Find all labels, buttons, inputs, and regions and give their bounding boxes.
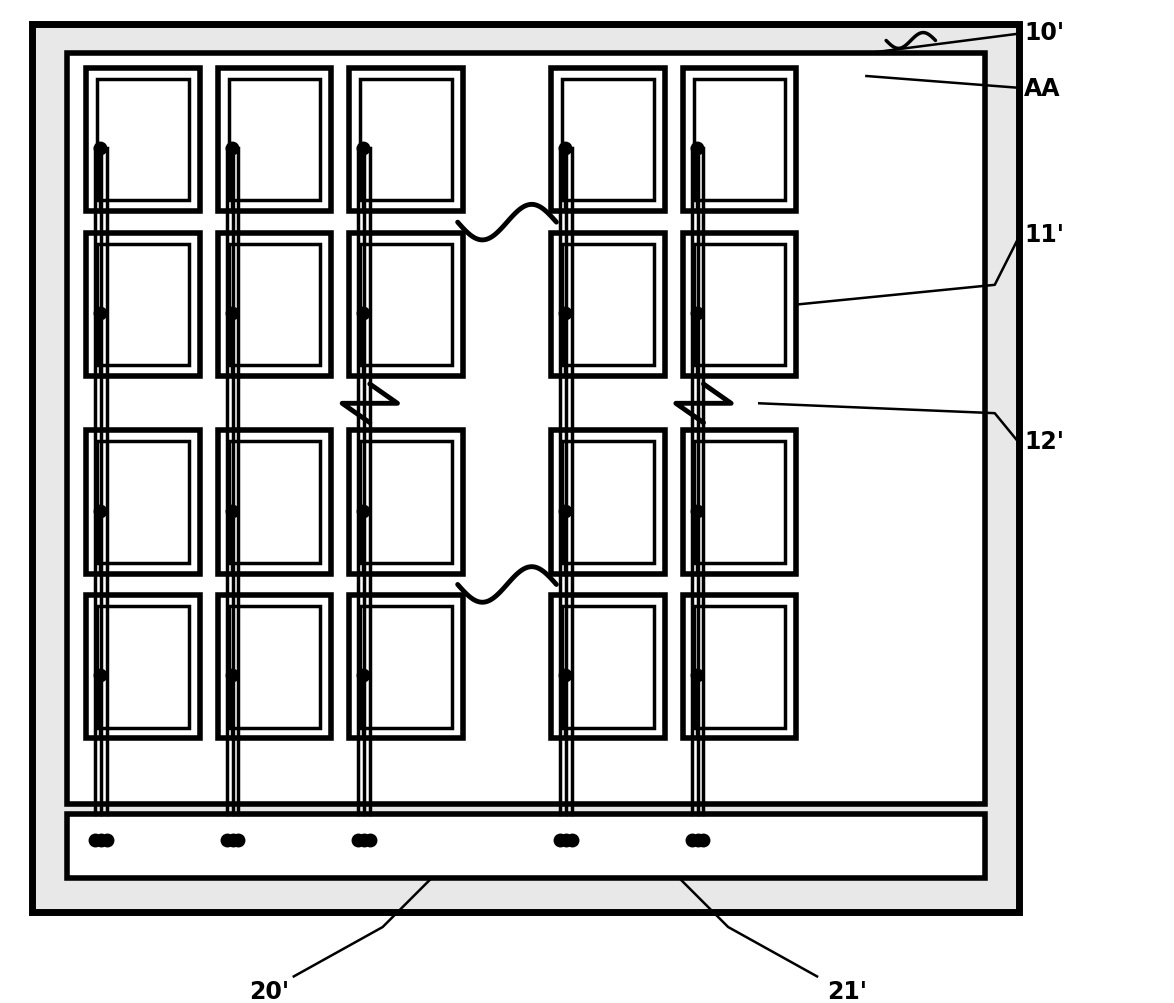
Bar <box>32 25 1019 913</box>
Bar <box>562 245 654 366</box>
Text: 11': 11' <box>1025 223 1065 247</box>
Bar <box>97 607 189 728</box>
Bar <box>229 442 321 563</box>
Bar <box>360 245 452 366</box>
Text: AA: AA <box>1025 77 1061 100</box>
Text: 10': 10' <box>1025 20 1065 44</box>
Bar <box>87 431 200 574</box>
Bar <box>349 69 463 212</box>
Bar <box>229 80 321 202</box>
Bar <box>67 54 985 803</box>
Bar <box>552 431 664 574</box>
Bar <box>360 442 452 563</box>
Bar <box>349 234 463 377</box>
Bar <box>683 69 796 212</box>
Text: 12': 12' <box>1025 430 1065 453</box>
Bar <box>694 442 785 563</box>
Text: 21': 21' <box>826 979 866 1003</box>
Bar <box>694 607 785 728</box>
Bar <box>694 80 785 202</box>
Bar <box>562 607 654 728</box>
Bar <box>217 234 331 377</box>
Bar <box>552 596 664 739</box>
Bar <box>229 607 321 728</box>
Bar <box>217 69 331 212</box>
Bar <box>552 234 664 377</box>
Bar <box>87 69 200 212</box>
Bar <box>217 596 331 739</box>
Bar <box>562 80 654 202</box>
Bar <box>97 245 189 366</box>
Text: 20': 20' <box>249 979 289 1003</box>
Bar <box>683 431 796 574</box>
Bar <box>217 431 331 574</box>
Bar <box>360 607 452 728</box>
Bar <box>552 69 664 212</box>
Bar <box>360 80 452 202</box>
Bar <box>67 813 985 878</box>
Bar <box>694 245 785 366</box>
Bar <box>562 442 654 563</box>
Bar <box>87 234 200 377</box>
Bar <box>229 245 321 366</box>
Bar <box>97 80 189 202</box>
Bar <box>349 596 463 739</box>
Bar <box>683 234 796 377</box>
Bar <box>683 596 796 739</box>
Bar <box>87 596 200 739</box>
Bar <box>349 431 463 574</box>
Bar <box>97 442 189 563</box>
